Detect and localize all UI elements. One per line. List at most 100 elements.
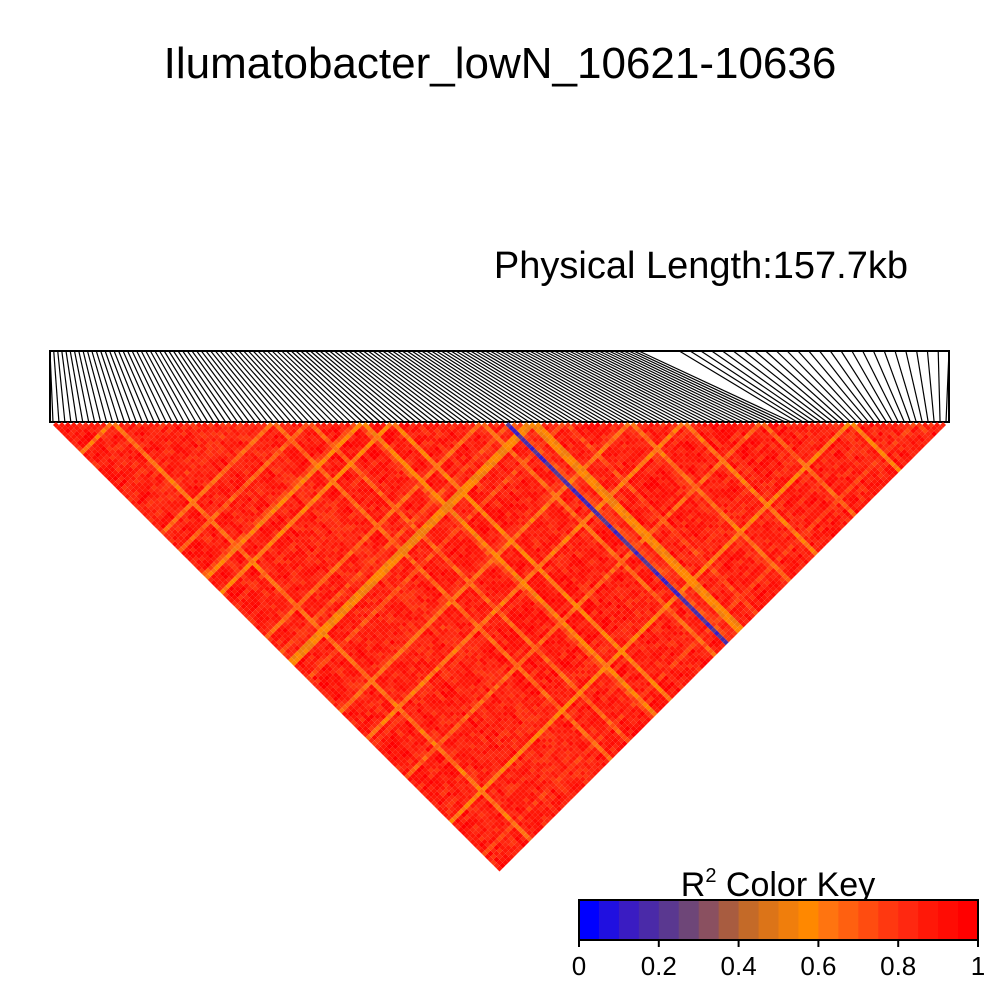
ld-cell xyxy=(100,433,107,440)
ld-cell xyxy=(404,755,411,762)
ld-cell xyxy=(469,797,476,804)
ld-cell xyxy=(514,829,521,836)
ld-cell xyxy=(383,722,390,729)
ld-cell xyxy=(136,457,143,464)
marker-position-lines xyxy=(49,350,950,423)
ld-cell xyxy=(267,600,274,607)
ld-cell xyxy=(240,573,247,580)
ld-cell xyxy=(335,692,342,699)
ld-cell xyxy=(454,817,461,824)
ld-cell xyxy=(240,561,247,568)
ld-cell xyxy=(341,710,348,717)
ld-cell xyxy=(383,752,390,759)
ld-heatmap xyxy=(52,422,947,872)
ld-cell xyxy=(353,663,360,670)
ld-cell xyxy=(353,669,360,676)
ld-cell xyxy=(166,499,173,506)
ld-cell xyxy=(404,749,411,756)
marker-link-line xyxy=(172,350,221,423)
ld-cell xyxy=(445,779,452,786)
marker-link-line xyxy=(465,350,584,423)
ld-cell xyxy=(294,633,301,640)
ld-cell xyxy=(371,692,378,699)
ld-cell xyxy=(91,460,98,467)
ld-cell xyxy=(410,731,417,738)
ld-cell xyxy=(79,442,86,449)
marker-link-line xyxy=(224,350,286,423)
ld-cell xyxy=(291,600,298,607)
ld-cell xyxy=(493,803,500,809)
ld-cell xyxy=(493,850,500,857)
marker-link-line xyxy=(214,350,274,423)
ld-cell xyxy=(368,719,375,726)
ld-cell xyxy=(130,451,137,458)
ld-cell xyxy=(404,725,411,732)
ld-cell xyxy=(183,547,190,553)
ld-cell xyxy=(350,666,357,673)
ld-cell xyxy=(249,570,256,577)
ld-cell xyxy=(502,823,509,830)
ld-cell xyxy=(347,669,354,676)
ld-cell xyxy=(145,454,152,461)
ld-cell xyxy=(297,666,304,673)
ld-cell xyxy=(523,838,530,845)
ld-cell xyxy=(249,576,256,583)
ld-cell xyxy=(139,478,146,485)
ld-cell xyxy=(487,808,494,815)
ld-cell xyxy=(475,791,482,798)
ld-cell xyxy=(448,794,455,801)
ld-cell xyxy=(249,612,256,619)
ld-cell xyxy=(314,683,321,690)
ld-cell xyxy=(175,478,181,485)
ld-cell xyxy=(297,642,304,649)
ld-cell xyxy=(481,820,488,827)
ld-cell xyxy=(64,422,71,428)
ld-cell xyxy=(380,731,387,738)
ld-cell xyxy=(180,502,187,509)
ld-cell xyxy=(76,422,83,428)
ld-cell xyxy=(154,487,161,494)
marker-link-line xyxy=(678,350,798,423)
ld-cell xyxy=(139,460,146,467)
ld-cell xyxy=(139,454,146,461)
ld-cell xyxy=(371,722,378,729)
ld-cell xyxy=(398,767,405,774)
ld-cell xyxy=(213,552,220,559)
ld-cell xyxy=(255,576,262,583)
ld-cell xyxy=(255,558,262,565)
ld-cell xyxy=(320,666,327,673)
ld-cell xyxy=(439,791,446,798)
ld-cell xyxy=(499,862,506,869)
ld-cell xyxy=(157,478,164,485)
ld-cell xyxy=(252,561,259,568)
ld-cell xyxy=(442,764,449,771)
ld-cell xyxy=(493,838,500,845)
ld-cell xyxy=(428,749,435,756)
ld-cell xyxy=(142,499,149,506)
ld-cell xyxy=(136,439,143,446)
ld-cell xyxy=(502,841,509,848)
ld-cell xyxy=(151,472,158,479)
ld-cell xyxy=(121,448,128,455)
ld-cell xyxy=(61,430,68,437)
ld-cell xyxy=(180,514,187,521)
ld-cell xyxy=(383,716,390,723)
ld-cell xyxy=(383,692,390,699)
ld-cell xyxy=(216,573,223,580)
ld-cell xyxy=(484,829,491,836)
ld-cell xyxy=(508,823,515,830)
ld-cell xyxy=(306,657,312,664)
ld-cell xyxy=(311,627,318,634)
ld-cell xyxy=(395,728,402,735)
ld-cell xyxy=(407,770,414,777)
ld-cell xyxy=(154,469,161,476)
marker-link-line xyxy=(334,350,423,423)
ld-cell xyxy=(282,651,289,658)
ld-cell xyxy=(404,731,411,738)
ld-cell xyxy=(526,835,533,842)
ld-cell xyxy=(237,582,244,589)
ld-cell xyxy=(258,621,265,628)
ld-cell xyxy=(273,636,280,643)
marker-link-line xyxy=(205,350,262,423)
ld-cell xyxy=(264,585,271,592)
